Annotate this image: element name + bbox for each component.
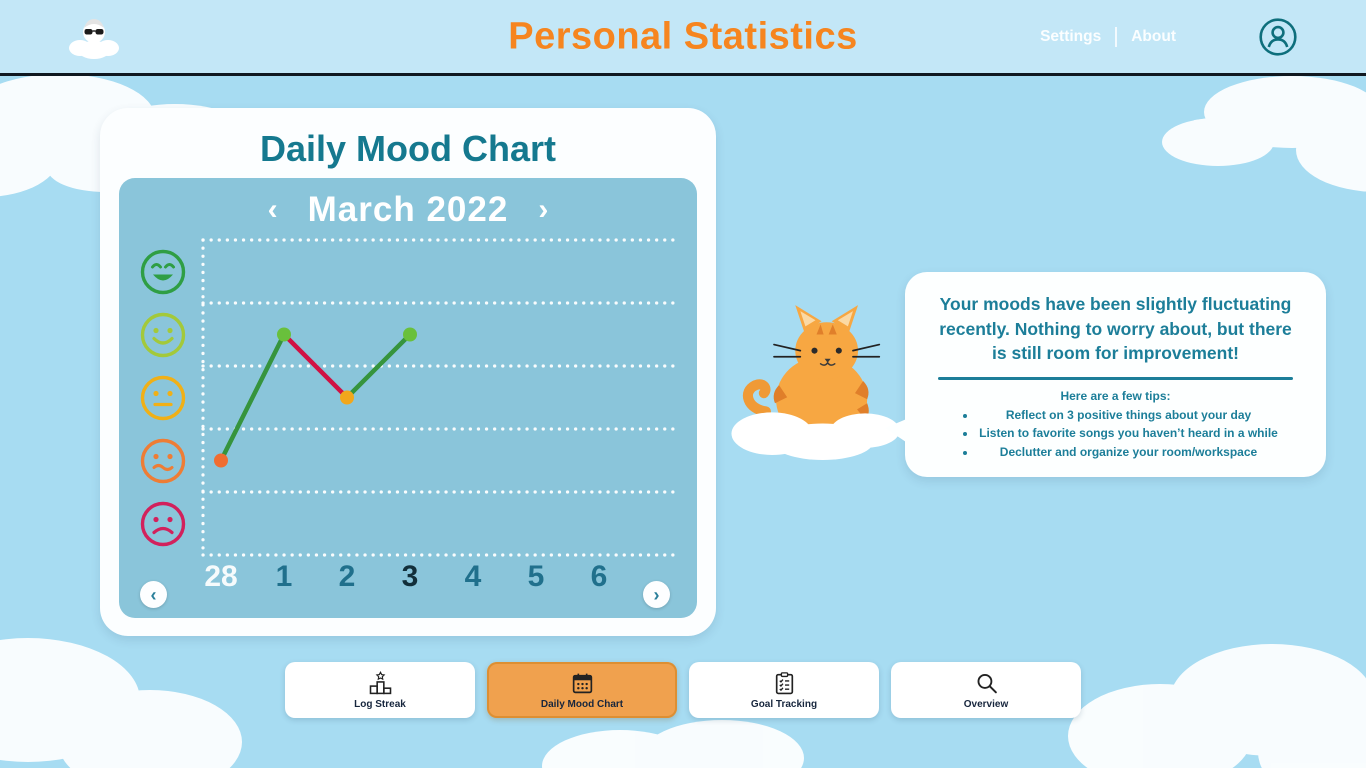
mood-point-day-3[interactable]: [403, 327, 417, 342]
mood-point-day-2[interactable]: [340, 390, 354, 405]
nav-about[interactable]: About: [1131, 27, 1176, 45]
day-label-5: 5: [527, 560, 545, 593]
mood-segment-2-3: [344, 332, 413, 400]
calendar-icon: [570, 671, 595, 697]
prev-month-button[interactable]: ‹: [264, 195, 282, 225]
very-happy-mood-icon: [139, 248, 187, 296]
mood-chart-card: Daily Mood Chart ‹ March 2022 › 28 1 2 3 4 5 6…: [100, 108, 716, 636]
bottom-nav: Log Streak Daily Mood Chart Goal Tracking O…: [285, 662, 1081, 718]
day-label-2: 2: [338, 560, 356, 593]
tips-list: Reflect on 3 positive things about your …: [951, 406, 1281, 462]
profile-button[interactable]: [1258, 17, 1298, 57]
cat-mascot-image: [731, 305, 900, 460]
tip-item-3: Declutter and organize your room/workspa…: [977, 443, 1281, 462]
header-nav: Settings About: [1040, 0, 1298, 73]
magnifier-icon: [974, 671, 999, 697]
checklist-icon: [772, 671, 797, 697]
next-month-button[interactable]: ›: [534, 195, 552, 225]
tab-label: Daily Mood Chart: [540, 698, 624, 710]
day-label-4: 4: [464, 560, 482, 593]
very-sad-mood-icon: [139, 500, 187, 548]
mood-point-day-28[interactable]: [214, 453, 228, 468]
month-nav: ‹ March 2022 ›: [119, 190, 697, 230]
tab-goal-tracking[interactable]: Goal Tracking: [689, 662, 879, 718]
mood-point-day-1[interactable]: [277, 327, 291, 342]
tab-label: Log Streak: [354, 698, 406, 710]
mood-segment-1-2: [281, 332, 350, 400]
tab-daily-mood-chart[interactable]: Daily Mood Chart: [487, 662, 677, 718]
next-days-button[interactable]: ›: [643, 581, 670, 608]
tip-item-1: Reflect on 3 positive things about your …: [977, 406, 1281, 425]
prev-days-button[interactable]: ‹: [140, 581, 167, 608]
chart-panel: ‹ March 2022 › 28 1 2 3 4 5 6 ‹ ›: [119, 178, 697, 618]
day-label-1: 1: [275, 560, 293, 593]
day-label-28: 28: [204, 560, 238, 593]
sad-mood-icon: [139, 437, 187, 485]
nav-settings[interactable]: Settings: [1040, 27, 1102, 45]
podium-star-icon: [368, 671, 393, 697]
tab-label: Overview: [963, 698, 1009, 710]
happy-mood-icon: [139, 311, 187, 359]
nav-divider: [1115, 26, 1118, 47]
mood-segment-28-1: [218, 332, 287, 463]
tab-overview[interactable]: Overview: [891, 662, 1081, 718]
app-header: Personal Statistics Settings About: [0, 0, 1366, 76]
day-label-6: 6: [590, 560, 608, 593]
day-label-3: 3: [401, 560, 419, 593]
tab-log-streak[interactable]: Log Streak: [285, 662, 475, 718]
tips-title: Here are a few tips:: [1060, 388, 1171, 403]
page-title: Personal Statistics: [508, 15, 858, 57]
tip-item-2: Listen to favorite songs you haven’t hea…: [977, 424, 1281, 443]
month-label: March 2022: [307, 190, 509, 229]
card-title: Daily Mood Chart: [259, 128, 556, 169]
advice-speech-bubble: Your moods have been slightly fluctuatin…: [885, 272, 1326, 478]
tab-label: Goal Tracking: [750, 698, 818, 710]
user-icon: [1259, 17, 1297, 56]
advice-message: Your moods have been slightly fluctuatin…: [939, 294, 1292, 363]
neutral-mood-icon: [139, 374, 187, 422]
cloud-mascot-logo-icon[interactable]: [66, 14, 122, 65]
mood-line-chart: [201, 238, 678, 557]
x-axis-day-labels: 28 1 2 3 4 5 6: [119, 560, 697, 618]
advice-divider: [938, 376, 1293, 380]
